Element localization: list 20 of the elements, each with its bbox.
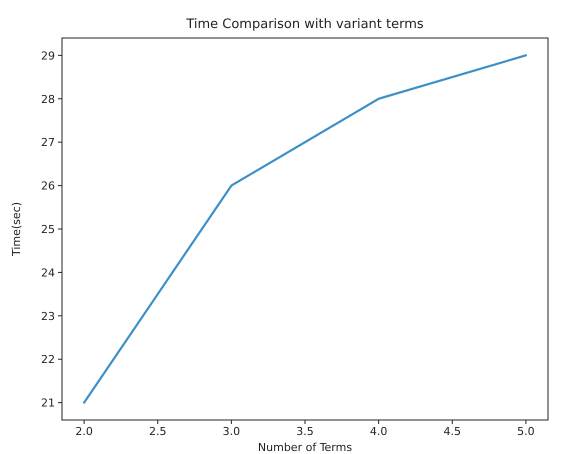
x-tick-label: 5.0 [517,425,535,438]
line-series [82,54,528,404]
x-tick-label: 4.5 [444,425,462,438]
chart-title: Time Comparison with variant terms [185,17,424,32]
y-tick-label: 29 [41,49,55,62]
y-axis-title: Time(sec) [10,202,23,258]
x-axis-title: Number of Terms [258,441,352,454]
y-tick-label: 27 [41,136,55,150]
x-tick-label: 3.0 [222,425,240,438]
y-tick-label: 28 [41,92,55,106]
y-tick-label: 25 [41,223,55,236]
x-tick-label: 2.0 [75,425,93,438]
x-tick-label: 4.0 [370,425,388,438]
y-tick-label: 22 [41,353,55,366]
y-tick-label: 24 [41,266,55,280]
y-tick-label: 21 [41,396,55,410]
x-tick-label: 3.5 [296,425,314,438]
x-tick-label: 2.5 [148,425,166,438]
y-tick-label: 23 [41,310,55,323]
y-tick-label: 26 [41,180,55,193]
